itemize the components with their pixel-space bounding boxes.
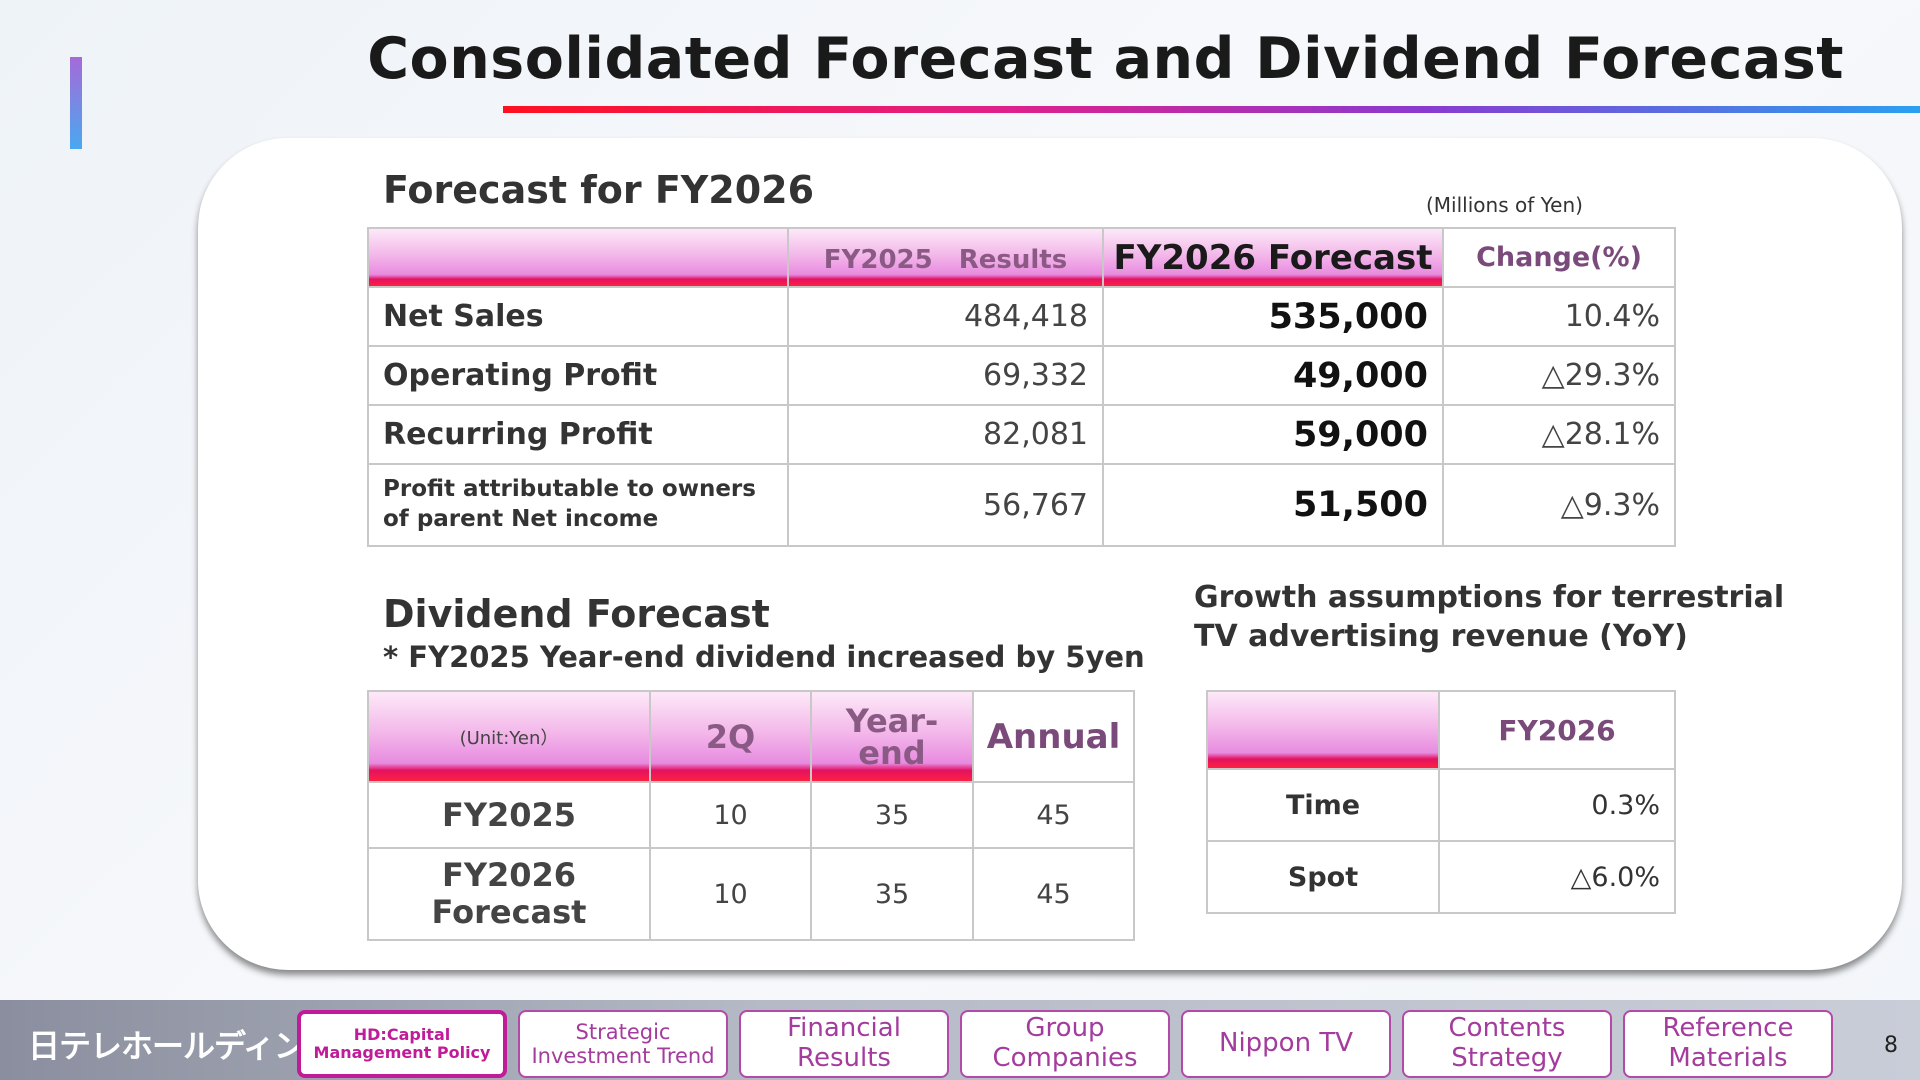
table-row: FY2026 Forecast 10 35 45 bbox=[367, 847, 1135, 941]
nav-financial-results[interactable]: Financial Results bbox=[739, 1010, 949, 1078]
growth-value: 0.3% bbox=[1438, 768, 1676, 842]
year-end-value: 35 bbox=[810, 781, 974, 849]
table-row: Net Sales 484,418 535,000 10.4% bbox=[367, 286, 1676, 347]
forecast-header-blank bbox=[367, 227, 789, 288]
dividend-header-year-end: Year- end bbox=[810, 690, 974, 783]
dividend-subtitle: * FY2025 Year-end dividend increased by … bbox=[383, 640, 1145, 674]
fy2025-value: 484,418 bbox=[787, 286, 1104, 347]
dividend-title: Dividend Forecast bbox=[383, 592, 770, 636]
table-row: Profit attributable to owners of parent … bbox=[367, 463, 1676, 547]
growth-header-fy2026: FY2026 bbox=[1438, 690, 1676, 770]
nav-label-line1: Group bbox=[1025, 1013, 1105, 1044]
nav-label-line1: Strategic bbox=[575, 1019, 671, 1044]
nav-label-line2: Companies bbox=[992, 1043, 1138, 1073]
forecast-header-fy2025: FY2025 Results bbox=[787, 227, 1104, 288]
dividend-header-annual: Annual bbox=[972, 690, 1135, 783]
row-label: Recurring Profit bbox=[367, 404, 789, 465]
growth-title: Growth assumptions for terrestrial TV ad… bbox=[1194, 578, 1784, 656]
growth-table: FY2026 Time 0.3% Spot △6.0% bbox=[1206, 690, 1676, 914]
dividend-header-row: (Unit:Yen） 2Q Year- end Annual bbox=[367, 690, 1135, 783]
fy2026-value: 535,000 bbox=[1102, 286, 1444, 347]
nav-group-companies[interactable]: Group Companies bbox=[960, 1010, 1170, 1078]
dividend-header-unit: (Unit:Yen） bbox=[367, 690, 651, 783]
row-label: Spot bbox=[1206, 840, 1440, 914]
forecast-unit: (Millions of Yen) bbox=[1426, 193, 1583, 217]
row-label: Time bbox=[1206, 768, 1440, 842]
growth-value: △6.0% bbox=[1438, 840, 1676, 914]
table-row: FY2025 10 35 45 bbox=[367, 781, 1135, 849]
nav-label-line2: Investment Trend bbox=[531, 1044, 715, 1068]
page-title: Consolidated Forecast and Dividend Forec… bbox=[367, 26, 1844, 92]
growth-header-blank bbox=[1206, 690, 1440, 770]
nav-label-line1: Contents bbox=[1448, 1013, 1566, 1044]
annual-value: 45 bbox=[972, 781, 1135, 849]
nav-nippon-tv[interactable]: Nippon TV bbox=[1181, 1010, 1391, 1078]
nav-label-line2: Results bbox=[797, 1043, 891, 1073]
row-label-line2: Forecast bbox=[431, 893, 587, 931]
fy2025-value: 56,767 bbox=[787, 463, 1104, 547]
nav-label-line1: Reference bbox=[1662, 1013, 1794, 1044]
growth-title-line2: TV advertising revenue (YoY) bbox=[1194, 619, 1688, 654]
nav-label-line1: HD:Capital bbox=[353, 1024, 451, 1044]
nav-contents-strategy[interactable]: Contents Strategy bbox=[1402, 1010, 1612, 1078]
row-label-line2: of parent Net income bbox=[383, 506, 659, 532]
row-label-line1: FY2026 bbox=[441, 856, 577, 895]
forecast-header-row: FY2025 Results FY2026 Forecast Change(%) bbox=[367, 227, 1676, 288]
q2-value: 10 bbox=[649, 781, 812, 849]
year-end-line1: Year- bbox=[845, 701, 939, 740]
fy2026-value: 49,000 bbox=[1102, 345, 1444, 406]
fy2026-value: 51,500 bbox=[1102, 463, 1444, 547]
row-label: FY2026 Forecast bbox=[367, 847, 651, 941]
table-row: Time 0.3% bbox=[1206, 768, 1676, 842]
fy2026-value: 59,000 bbox=[1102, 404, 1444, 465]
year-end-line2: end bbox=[858, 733, 926, 772]
row-label: Net Sales bbox=[367, 286, 789, 347]
change-value: 10.4% bbox=[1442, 286, 1676, 347]
year-end-value: 35 bbox=[810, 847, 974, 941]
growth-header-row: FY2026 bbox=[1206, 690, 1676, 770]
change-value: △28.1% bbox=[1442, 404, 1676, 465]
fy2025-value: 82,081 bbox=[787, 404, 1104, 465]
forecast-title: Forecast for FY2026 bbox=[383, 168, 815, 212]
nav-label-line2: Management Policy bbox=[313, 1043, 491, 1062]
row-label: Profit attributable to owners of parent … bbox=[367, 463, 789, 547]
row-label-line1: Profit attributable to owners bbox=[383, 476, 756, 503]
nav-label-line2: Strategy bbox=[1451, 1043, 1563, 1073]
title-accent-bar bbox=[70, 57, 82, 149]
nav-label-line1: Nippon TV bbox=[1219, 1028, 1353, 1059]
title-underline bbox=[503, 106, 1920, 113]
nav-hd-capital-management-policy[interactable]: HD:Capital Management Policy bbox=[297, 1010, 507, 1078]
forecast-header-fy2026: FY2026 Forecast bbox=[1102, 227, 1444, 288]
row-label: Operating Profit bbox=[367, 345, 789, 406]
table-row: Recurring Profit 82,081 59,000 △28.1% bbox=[367, 404, 1676, 465]
page-number: 8 bbox=[1884, 1033, 1898, 1058]
dividend-header-2q: 2Q bbox=[649, 690, 812, 783]
row-label: FY2025 bbox=[367, 781, 651, 849]
growth-title-line1: Growth assumptions for terrestrial bbox=[1194, 580, 1785, 615]
fy2025-value: 69,332 bbox=[787, 345, 1104, 406]
nav-label-line1: Financial bbox=[787, 1013, 901, 1044]
change-value: △29.3% bbox=[1442, 345, 1676, 406]
annual-value: 45 bbox=[972, 847, 1135, 941]
table-row: Operating Profit 69,332 49,000 △29.3% bbox=[367, 345, 1676, 406]
dividend-table: (Unit:Yen） 2Q Year- end Annual FY2025 10… bbox=[367, 690, 1135, 941]
q2-value: 10 bbox=[649, 847, 812, 941]
nav-reference-materials[interactable]: Reference Materials bbox=[1623, 1010, 1833, 1078]
nav-label-line2: Materials bbox=[1668, 1043, 1788, 1073]
forecast-header-change: Change(%) bbox=[1442, 227, 1676, 288]
table-row: Spot △6.0% bbox=[1206, 840, 1676, 914]
nav-strategic-investment-trend[interactable]: Strategic Investment Trend bbox=[518, 1010, 728, 1078]
forecast-table: FY2025 Results FY2026 Forecast Change(%)… bbox=[367, 227, 1676, 547]
change-value: △9.3% bbox=[1442, 463, 1676, 547]
